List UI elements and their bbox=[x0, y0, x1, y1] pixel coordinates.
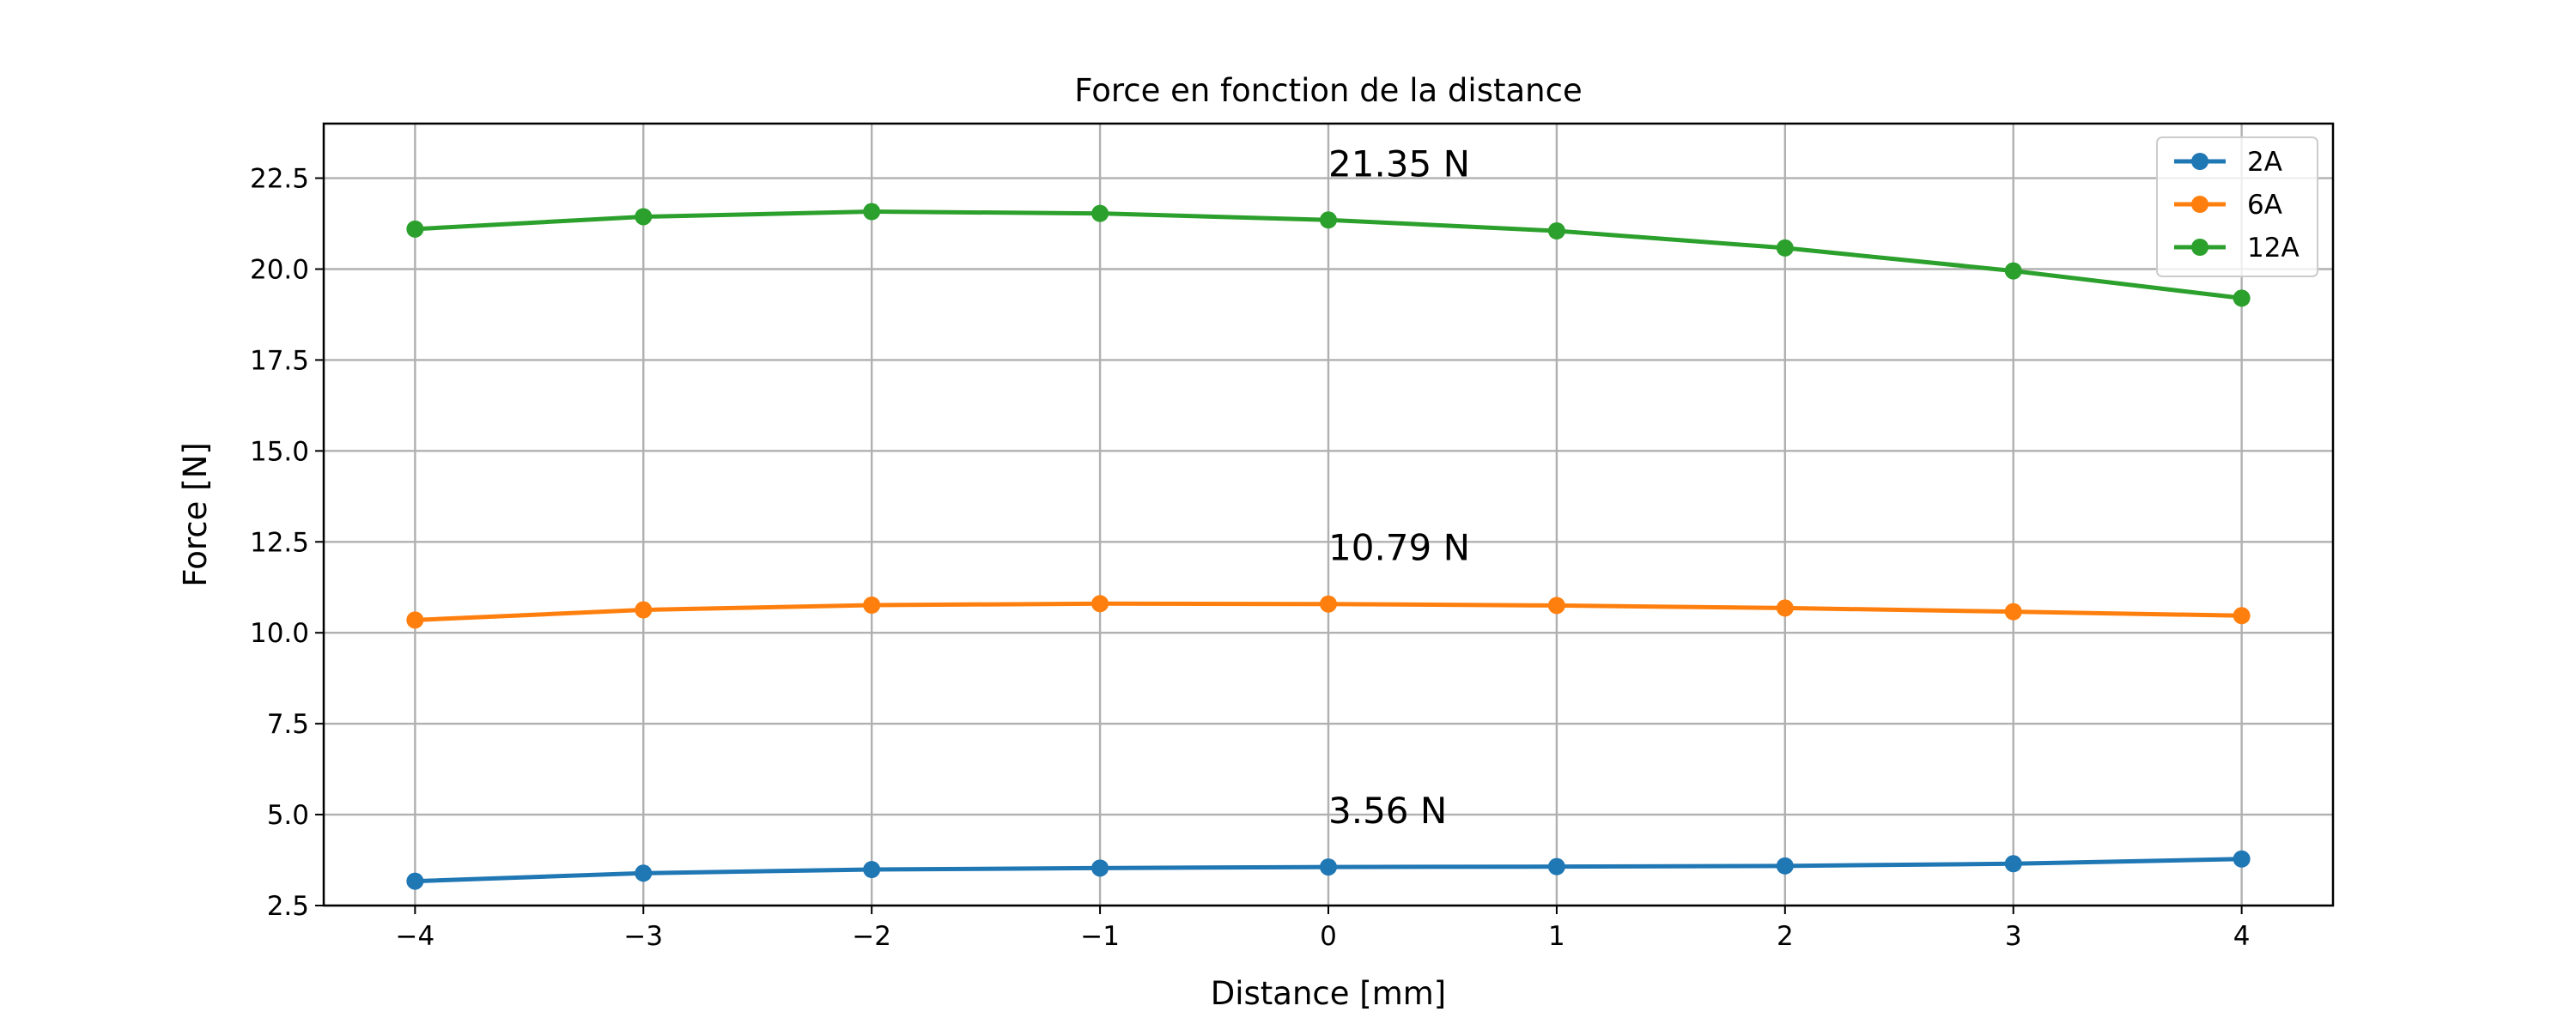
x-tick-label: 3 bbox=[2005, 921, 2022, 952]
chart-title: Force en fonction de la distance bbox=[1074, 72, 1582, 109]
series-2A bbox=[406, 850, 2251, 890]
data-point-6A bbox=[635, 601, 653, 619]
data-point-2A bbox=[1320, 858, 1337, 876]
legend-item-12A: 12A bbox=[2174, 233, 2300, 264]
x-tick-label: 2 bbox=[1777, 921, 1794, 952]
data-point-12A bbox=[406, 220, 424, 238]
data-point-12A bbox=[2004, 262, 2022, 280]
data-point-2A bbox=[635, 864, 653, 882]
data-point-6A bbox=[406, 611, 424, 629]
legend-item-2A: 2A bbox=[2174, 147, 2282, 178]
series-6A bbox=[406, 595, 2251, 629]
x-tick-label: −4 bbox=[396, 921, 435, 952]
value-annotation: 10.79 N bbox=[1328, 526, 1470, 568]
axis-ticks: −4 −3 −2 −1 0 1 2 3 4 2.5 5.0 7.5 10.0 12.5 15.0 17.5 20… bbox=[250, 164, 2251, 952]
y-tick-label: 2.5 bbox=[267, 891, 309, 922]
data-point-12A bbox=[1091, 204, 1109, 222]
data-point-6A bbox=[2233, 607, 2251, 625]
data-point-2A bbox=[1091, 859, 1109, 877]
data-point-6A bbox=[1320, 595, 1337, 613]
data-point-12A bbox=[1776, 239, 1794, 257]
legend-marker bbox=[2191, 153, 2208, 170]
y-tick-label: 12.5 bbox=[250, 527, 309, 558]
legend-label: 12A bbox=[2247, 233, 2300, 264]
data-point-6A bbox=[1091, 595, 1109, 613]
data-point-12A bbox=[1320, 211, 1337, 229]
data-point-2A bbox=[2233, 850, 2251, 868]
data-point-2A bbox=[863, 861, 881, 879]
data-point-6A bbox=[1547, 597, 1565, 615]
y-tick-label: 22.5 bbox=[250, 164, 309, 195]
data-point-12A bbox=[2233, 289, 2251, 307]
data-point-2A bbox=[1776, 857, 1794, 875]
value-annotation: 3.56 N bbox=[1328, 790, 1447, 832]
y-axis-label: Force [N] bbox=[177, 442, 214, 586]
data-point-12A bbox=[863, 203, 881, 221]
x-tick-label: 1 bbox=[1548, 921, 1565, 952]
y-tick-label: 7.5 bbox=[267, 709, 309, 740]
data-point-6A bbox=[863, 597, 881, 615]
y-tick-label: 17.5 bbox=[250, 345, 309, 376]
y-tick-label: 10.0 bbox=[250, 618, 309, 649]
data-point-6A bbox=[1776, 599, 1794, 617]
y-tick-label: 15.0 bbox=[250, 436, 309, 467]
legend-label: 6A bbox=[2247, 190, 2282, 221]
x-axis-label: Distance [mm] bbox=[1211, 975, 1447, 1012]
x-tick-label: −3 bbox=[623, 921, 663, 952]
x-tick-label: −1 bbox=[1080, 921, 1120, 952]
legend: 2A 6A 12A bbox=[2156, 136, 2318, 277]
data-point-2A bbox=[2004, 855, 2022, 873]
legend-label: 2A bbox=[2247, 147, 2282, 178]
grid bbox=[324, 124, 2333, 907]
x-tick-label: 4 bbox=[2233, 921, 2251, 952]
data-point-12A bbox=[1547, 221, 1565, 239]
data-point-2A bbox=[1547, 857, 1565, 876]
legend-marker bbox=[2191, 239, 2208, 256]
x-tick-label: −2 bbox=[852, 921, 891, 952]
y-tick-label: 5.0 bbox=[267, 800, 309, 831]
y-tick-label: 20.0 bbox=[250, 254, 309, 285]
value-annotation: 21.35 N bbox=[1328, 142, 1470, 185]
series-group bbox=[406, 203, 2251, 890]
x-tick-label: 0 bbox=[1320, 921, 1337, 952]
data-point-2A bbox=[406, 872, 424, 890]
series-12A bbox=[406, 203, 2251, 307]
data-point-12A bbox=[635, 208, 653, 226]
annotations: 21.35 N 10.79 N 3.56 N bbox=[1328, 142, 1470, 831]
legend-marker bbox=[2191, 196, 2208, 213]
legend-item-6A: 6A bbox=[2174, 190, 2282, 221]
data-point-6A bbox=[2004, 603, 2022, 621]
